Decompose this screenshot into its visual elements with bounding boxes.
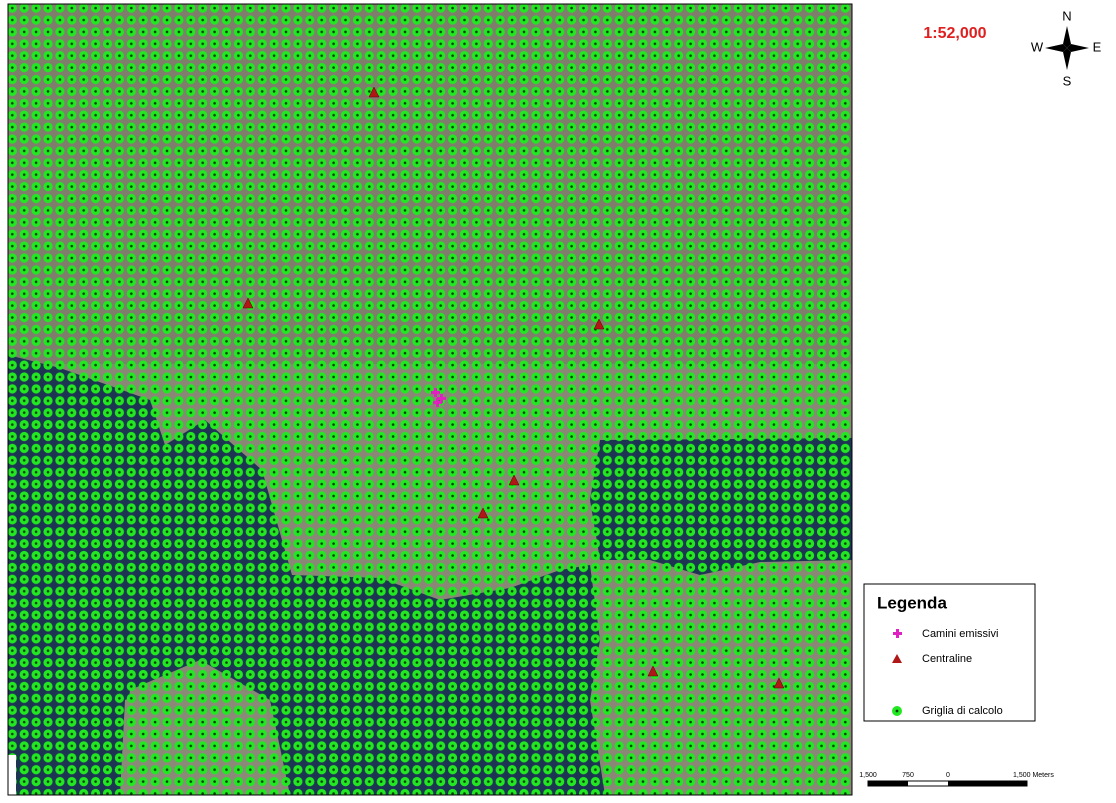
compass: N S E W <box>1031 8 1102 88</box>
scale-label: 1,500 <box>859 772 877 779</box>
scale-label: 0 <box>946 772 950 779</box>
frame-notch <box>8 755 16 795</box>
scale-label: 750 <box>902 772 914 779</box>
legend-label: Camini emissivi <box>922 628 998 640</box>
compass-e: E <box>1093 39 1102 54</box>
compass-w: W <box>1031 39 1044 54</box>
legend-title: Legenda <box>877 593 947 612</box>
map-scale: 1:52,000 <box>923 25 986 42</box>
map-frame <box>8 4 852 795</box>
compass-n: N <box>1062 8 1071 23</box>
scale-label: 1,500 Meters <box>1013 772 1054 779</box>
calculation-grid <box>8 4 852 795</box>
legend-label: Griglia di calcolo <box>922 705 1003 717</box>
map-page: 1:52,000 N S E W Legenda Camini emissivi… <box>0 0 1116 798</box>
legend: Legenda Camini emissivi Centraline Grigl… <box>864 584 1035 721</box>
compass-s: S <box>1063 73 1072 88</box>
scale-bar: 1,500 750 0 1,500 Meters <box>859 772 1054 786</box>
legend-label: Centraline <box>922 653 972 665</box>
